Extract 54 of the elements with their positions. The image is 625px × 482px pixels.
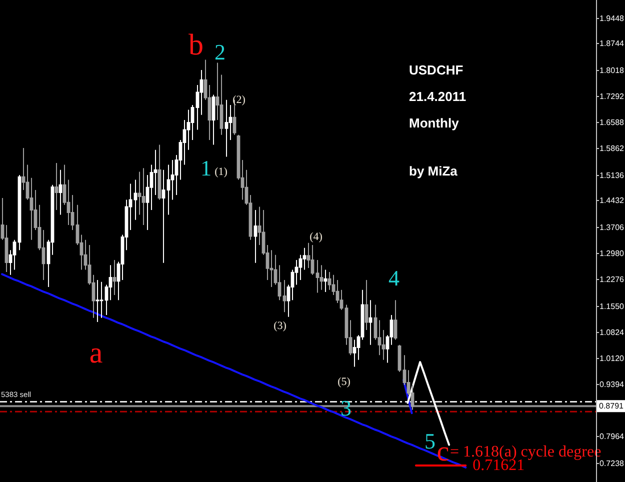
ref-line-label: 0.8791 [599, 402, 624, 411]
y-tick-label: 1.8018 [600, 66, 625, 75]
candlestick [394, 300, 398, 340]
y-tick-label: 0.7238 [600, 459, 625, 468]
annotation: (3) [274, 320, 287, 332]
candlestick [142, 168, 146, 226]
y-tick-label: 1.8744 [600, 39, 625, 48]
candlestick [254, 210, 258, 264]
annotation: 2 [214, 40, 226, 64]
y-tick-label: 1.6588 [600, 118, 625, 127]
candlestick [364, 280, 368, 330]
candlestick [54, 162, 58, 211]
candlestick [134, 179, 138, 220]
candlestick [112, 259, 116, 296]
candlestick [316, 259, 320, 294]
annotation: (2) [232, 94, 246, 106]
annotation: by MiZa [409, 164, 458, 178]
annotation: a [89, 336, 103, 370]
annotation: (1) [214, 166, 228, 178]
y-tick-label: 1.5136 [600, 171, 625, 180]
candlestick [224, 99, 228, 158]
y-tick-label: 1.4432 [600, 196, 625, 205]
candlestick [324, 269, 328, 293]
annotation: Monthly [409, 116, 460, 130]
y-tick-label: 1.0120 [600, 354, 625, 363]
text: 21.4.2011 [409, 89, 466, 104]
text: USDCHF [409, 62, 464, 78]
y-tick-label: 1.2276 [600, 275, 625, 284]
candlestick [352, 339, 356, 368]
annotation: 1 [200, 156, 212, 180]
y-tick-label: 1.3706 [600, 223, 625, 232]
y-tick-label: 0.9394 [600, 380, 625, 389]
annotation: (4) [310, 231, 323, 243]
candlestick [282, 280, 286, 313]
y-tick-label: 1.1550 [600, 302, 625, 311]
candlestick [100, 281, 104, 318]
candlestick [212, 94, 216, 146]
y-tick-label: 1.2980 [600, 249, 625, 258]
annotation: b [188, 28, 204, 62]
candlestick [310, 244, 314, 276]
candlestick [96, 280, 100, 322]
annotation: 4 [388, 266, 400, 290]
y-tick-label: 1.7292 [600, 92, 625, 101]
annotation: (5) [338, 376, 351, 388]
candlestick [158, 144, 162, 200]
y-tick-label: 1.9448 [600, 14, 625, 23]
candlestick [368, 300, 372, 346]
y-tick-label: 1.0824 [600, 328, 625, 337]
candlestick [58, 169, 62, 216]
candlestick [166, 164, 170, 216]
y-tick-label: 0.7964 [600, 432, 625, 441]
candlestick [162, 169, 166, 264]
y-tick-label: 1.5862 [600, 144, 625, 153]
annotation: 5 [424, 428, 436, 454]
